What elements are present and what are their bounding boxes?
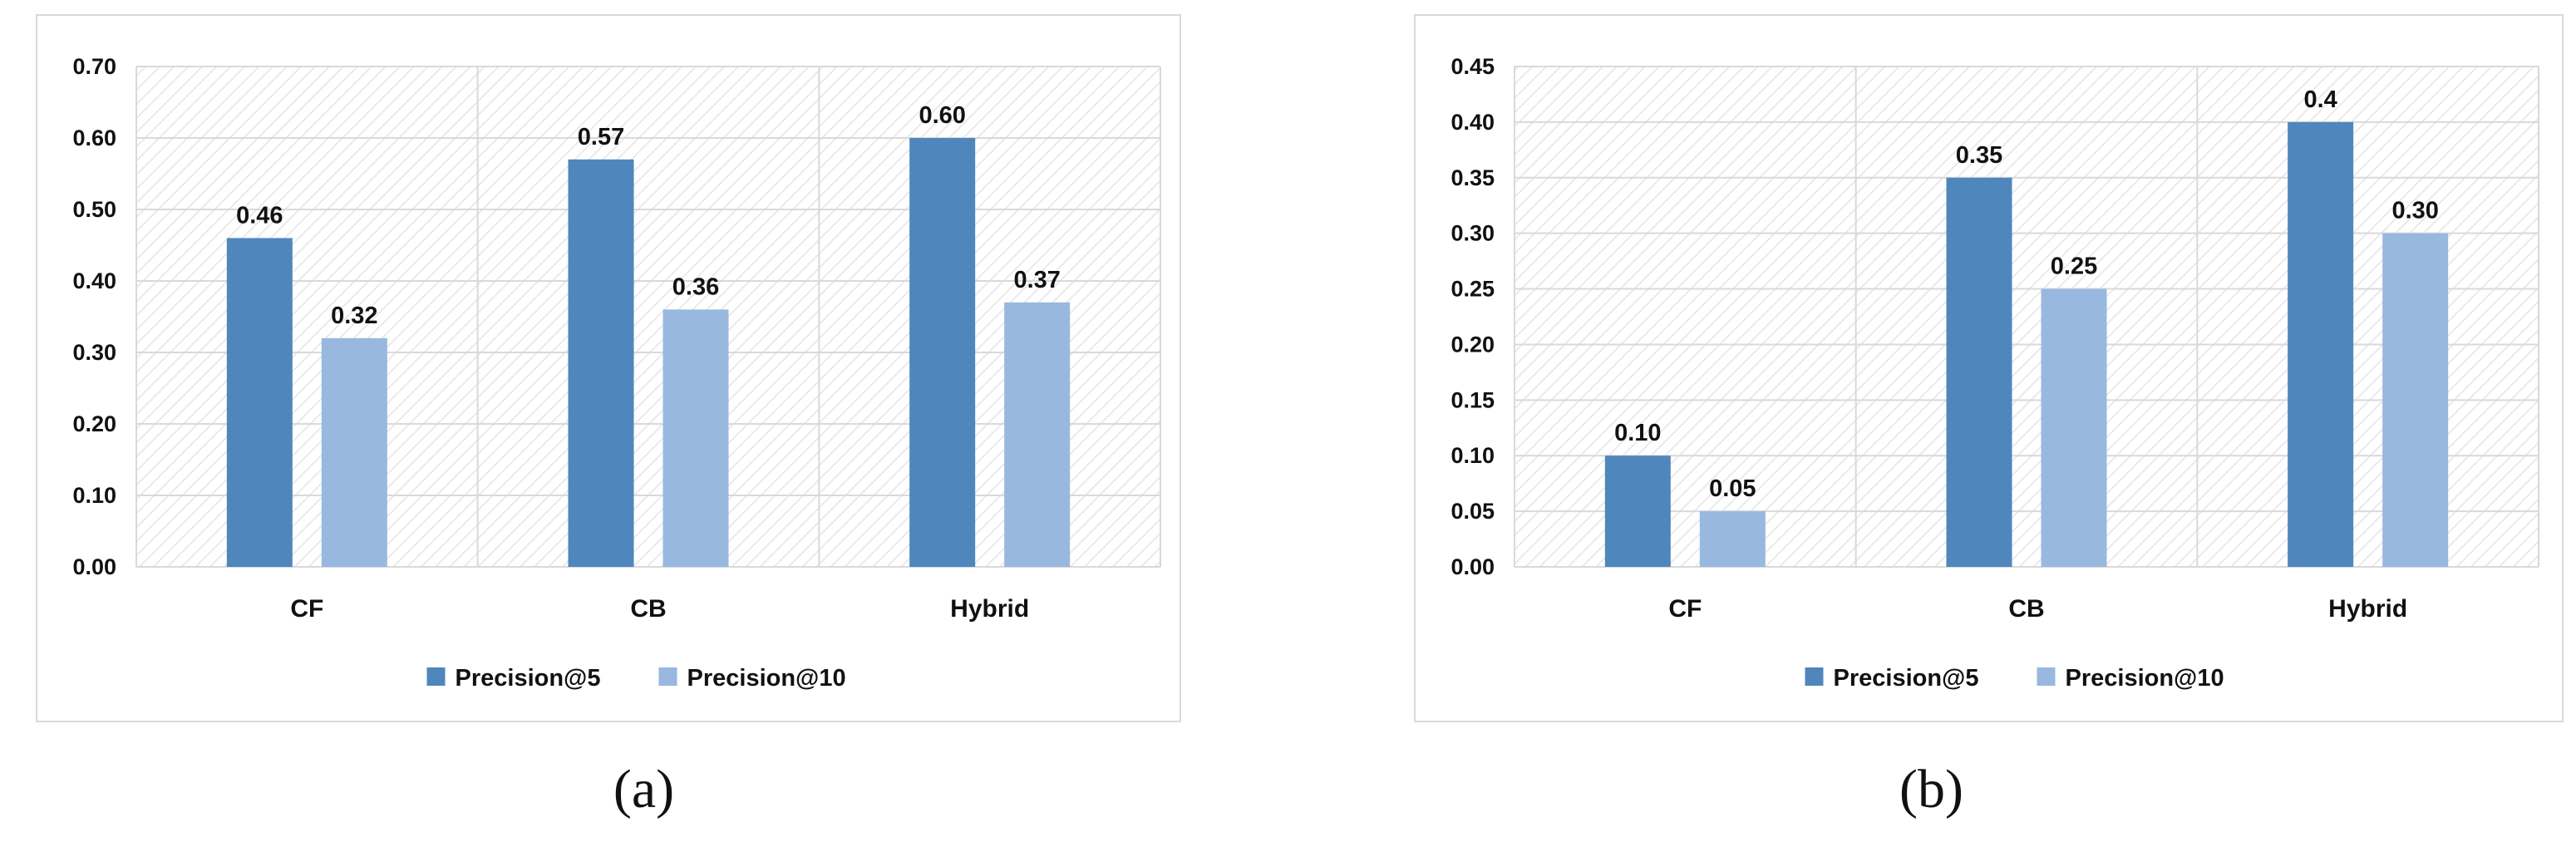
y-tick-label: 0.30 xyxy=(1451,221,1495,246)
y-tick-label: 0.60 xyxy=(72,126,116,150)
data-label: 0.57 xyxy=(578,124,624,150)
bar-cb-series-1 xyxy=(568,159,634,568)
x-tick-label: CB xyxy=(2008,595,2044,623)
y-tick-label: 0.50 xyxy=(72,197,116,222)
x-tick-label: CF xyxy=(290,595,323,623)
y-tick-label: 0.45 xyxy=(1451,54,1495,79)
bar-hybrid-series-2 xyxy=(2382,233,2449,567)
y-tick-label: 0.40 xyxy=(1451,110,1495,135)
data-label: 0.4 xyxy=(2304,86,2337,113)
y-tick-label: 0.25 xyxy=(1451,277,1495,302)
chart-panel-b: 0.00 0.05 0.10 0.15 0.20 0.25 0.30 0.35 0.40 0.45… xyxy=(1288,0,2575,842)
data-label: 0.35 xyxy=(1956,142,2002,169)
legend-swatch-2 xyxy=(658,667,677,686)
y-tick-label: 0.40 xyxy=(72,268,116,293)
y-tick-label: 0.00 xyxy=(72,554,116,579)
data-label: 0.60 xyxy=(919,102,965,129)
data-label: 0.36 xyxy=(672,273,719,300)
y-tick-label: 0.15 xyxy=(1451,387,1495,412)
data-label: 0.32 xyxy=(331,303,377,329)
data-label: 0.05 xyxy=(1709,475,1756,502)
legend-swatch-2 xyxy=(2037,667,2056,686)
bar-cb-series-2 xyxy=(662,309,729,567)
y-tick-label: 0.70 xyxy=(72,54,116,79)
bar-chart-a: 0.00 0.10 0.20 0.30 0.40 0.50 0.60 0.70 0.46 0.32… xyxy=(36,14,1181,722)
caption-a: (a) xyxy=(613,759,675,820)
y-tick-label: 0.35 xyxy=(1451,165,1495,190)
data-label: 0.30 xyxy=(2391,198,2438,224)
y-tick-label: 0.10 xyxy=(1451,443,1495,468)
x-tick-label: Hybrid xyxy=(950,595,1029,623)
bar-cf-series-2 xyxy=(1699,511,1766,567)
bar-hybrid-series-1 xyxy=(909,138,976,567)
bar-chart-b: 0.00 0.05 0.10 0.15 0.20 0.25 0.30 0.35 0.40 0.45… xyxy=(1414,14,2564,722)
chart-panel-a: 0.00 0.10 0.20 0.30 0.40 0.50 0.60 0.70 0.46 0.32… xyxy=(36,14,1181,820)
x-tick-label: Hybrid xyxy=(2328,595,2407,623)
bar-cb-series-2 xyxy=(2041,288,2107,567)
bar-cf-series-1 xyxy=(1604,455,1671,567)
x-tick-label: CF xyxy=(1668,595,1702,623)
bar-hybrid-series-2 xyxy=(1004,302,1071,567)
y-tick-label: 0.10 xyxy=(72,483,116,508)
y-tick-label: 0.05 xyxy=(1451,499,1495,524)
plot-hatch xyxy=(1515,66,2539,567)
legend-label-1: Precision@5 xyxy=(1834,665,1979,692)
data-label: 0.10 xyxy=(1614,420,1661,446)
legend-swatch-1 xyxy=(1805,667,1824,686)
bar-cb-series-1 xyxy=(1946,177,2012,567)
x-tick-label: CB xyxy=(630,595,666,623)
bar-cf-series-1 xyxy=(226,238,293,567)
y-tick-label: 0.20 xyxy=(1451,332,1495,357)
legend-label-1: Precision@5 xyxy=(456,665,601,692)
y-tick-label: 0.30 xyxy=(72,340,116,365)
plot-hatch xyxy=(136,66,1160,567)
y-tick-label: 0.20 xyxy=(72,411,116,436)
y-tick-label: 0.00 xyxy=(1451,554,1495,579)
legend-swatch-1 xyxy=(426,667,446,686)
legend-label-2: Precision@10 xyxy=(2066,665,2224,692)
data-label: 0.46 xyxy=(236,202,283,229)
bar-hybrid-series-1 xyxy=(2288,121,2354,567)
data-label: 0.37 xyxy=(1013,267,1060,293)
caption-b: (b) xyxy=(1899,759,1963,820)
data-label: 0.25 xyxy=(2051,254,2097,280)
legend-label-2: Precision@10 xyxy=(687,665,846,692)
bar-cf-series-2 xyxy=(321,337,387,567)
